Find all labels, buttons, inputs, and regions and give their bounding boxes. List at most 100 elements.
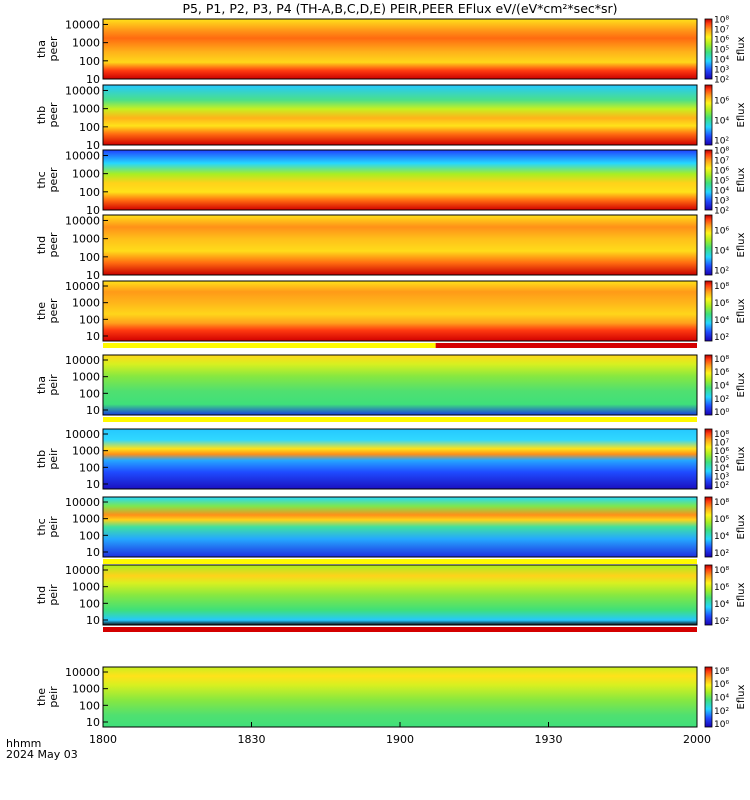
spectrogram-image bbox=[103, 85, 697, 145]
colorbar-tick-label: 10² bbox=[714, 549, 729, 559]
panel-frame bbox=[102, 149, 698, 211]
colorbar-tick-label: 10⁴ bbox=[714, 187, 729, 197]
colorbar-label: Eflux bbox=[736, 102, 747, 127]
x-tick-label: 1930 bbox=[535, 733, 563, 746]
colorbar-tick-label: 10⁵ bbox=[714, 46, 729, 56]
y-tick-label: 1000 bbox=[72, 168, 100, 181]
colorbar-tick-label: 10⁸ bbox=[714, 355, 729, 365]
species-label: peir bbox=[47, 448, 60, 470]
spectrogram-image bbox=[103, 565, 697, 625]
colorbar-label: Eflux bbox=[736, 446, 747, 471]
y-tick-label: 1000 bbox=[72, 683, 100, 696]
y-tick-label: 10 bbox=[86, 614, 100, 627]
y-tick-label: 100 bbox=[79, 313, 100, 326]
colorbar-tick-label: 10⁵ bbox=[714, 177, 729, 187]
panel-frame bbox=[102, 354, 698, 416]
probe-label: thd bbox=[35, 236, 48, 254]
colorbar bbox=[704, 496, 713, 558]
panel-the-peer: 10000 1000 100 10 the peer 10⁸ 10⁶ 10⁴ 10² Eflux bbox=[35, 280, 747, 348]
spectrogram-image bbox=[103, 215, 697, 275]
y-tick-label: 1000 bbox=[72, 513, 100, 526]
colorbar-tick-label: 10⁷ bbox=[714, 438, 729, 448]
y-tick-label: 1000 bbox=[72, 37, 100, 50]
y-tick-label: 10000 bbox=[65, 149, 100, 162]
spectrogram-image bbox=[103, 355, 697, 415]
y-tick-label: 10 bbox=[86, 546, 100, 559]
colorbar-tick-label: 10⁸ bbox=[714, 667, 729, 677]
probe-label: thc bbox=[35, 518, 48, 535]
colorbar-label: Eflux bbox=[736, 298, 747, 323]
panel-frame bbox=[102, 564, 698, 626]
panel-frame bbox=[102, 84, 698, 146]
y-tick-label: 100 bbox=[79, 597, 100, 610]
colorbar-tick-label: 10⁶ bbox=[714, 515, 729, 525]
y-tick-label: 10 bbox=[86, 716, 100, 729]
colorbar-tick-label: 10⁷ bbox=[714, 157, 729, 167]
y-tick-label: 100 bbox=[79, 387, 100, 400]
colorbar-tick-label: 10² bbox=[714, 617, 729, 627]
colorbar-tick-label: 10⁶ bbox=[714, 447, 729, 457]
colorbar bbox=[704, 84, 713, 146]
species-label: peer bbox=[47, 298, 60, 324]
probe-label: tha bbox=[35, 40, 48, 58]
species-label: peir bbox=[47, 686, 60, 708]
y-tick-label: 1000 bbox=[72, 371, 100, 384]
y-tick-label: 100 bbox=[79, 529, 100, 542]
x-tick-label: 1800 bbox=[89, 733, 117, 746]
colorbar-tick-label: 10⁶ bbox=[714, 36, 729, 46]
species-label: peir bbox=[47, 516, 60, 538]
colorbar-tick-label: 10³ bbox=[714, 66, 729, 76]
colorbar bbox=[704, 149, 713, 211]
panel-frame bbox=[102, 18, 698, 80]
colorbar bbox=[704, 280, 713, 342]
colorbar-tick-label: 10³ bbox=[714, 473, 729, 483]
x-tick-label: 1900 bbox=[386, 733, 414, 746]
y-tick-label: 100 bbox=[79, 121, 100, 134]
probe-label: thd bbox=[35, 586, 48, 604]
y-tick-label: 1000 bbox=[72, 581, 100, 594]
colorbar bbox=[704, 214, 713, 276]
colorbar-tick-label: 10⁸ bbox=[714, 282, 729, 292]
y-tick-label: 1000 bbox=[72, 297, 100, 310]
colorbar bbox=[704, 564, 713, 626]
mode-bar bbox=[103, 417, 697, 422]
panel-thc-peir: 10000 1000 100 10 thc peir 10⁸ 10⁶ 10⁴ 10² Eflux bbox=[35, 496, 747, 564]
species-label: peer bbox=[47, 36, 60, 62]
mode-bar bbox=[103, 559, 697, 564]
date-label: 2024 May 03 bbox=[6, 748, 78, 761]
y-tick-label: 10 bbox=[86, 330, 100, 343]
colorbar-tick-label: 10⁵ bbox=[714, 456, 729, 466]
colorbar-tick-label: 10⁴ bbox=[714, 117, 729, 127]
probe-label: thb bbox=[35, 106, 48, 124]
panel-thc-peer: 10000 1000 100 10 thc peer 10⁸10⁷10⁶10⁵10⁴10³1… bbox=[35, 147, 747, 218]
colorbar-label: Eflux bbox=[736, 36, 747, 61]
colorbar-tick-label: 10⁴ bbox=[714, 56, 729, 66]
y-tick-label: 10 bbox=[86, 478, 100, 491]
panel-thb-peir: 10000 1000 100 10 thb peir 10⁸10⁷10⁶10⁵10⁴10³1… bbox=[35, 428, 747, 491]
spectrogram-image bbox=[103, 19, 697, 79]
mode-bar bbox=[435, 343, 697, 348]
colorbar bbox=[704, 18, 713, 80]
panel-frame bbox=[102, 214, 698, 276]
colorbar-label: Eflux bbox=[736, 514, 747, 539]
colorbar-tick-label: 10⁴ bbox=[714, 382, 729, 392]
probe-label: the bbox=[35, 302, 48, 320]
colorbar-tick-label: 10⁶ bbox=[714, 97, 729, 107]
colorbar bbox=[704, 428, 713, 490]
panel-tha-peir: 10000 1000 100 10 tha peir 10⁸ 10⁶ 10⁴ 10² 10⁰ Eflu… bbox=[35, 354, 747, 422]
y-tick-label: 100 bbox=[79, 186, 100, 199]
panel-frame bbox=[102, 280, 698, 342]
colorbar-label: Eflux bbox=[736, 232, 747, 257]
colorbar-tick-label: 10⁸ bbox=[714, 430, 729, 440]
colorbar-tick-label: 10⁶ bbox=[714, 583, 729, 593]
colorbar-tick-label: 10² bbox=[714, 395, 729, 405]
probe-label: thb bbox=[35, 450, 48, 468]
panel-frame bbox=[102, 428, 698, 490]
colorbar-tick-label: 10⁴ bbox=[714, 694, 729, 704]
colorbar-tick-label: 10⁴ bbox=[714, 316, 729, 326]
spectrogram-image bbox=[103, 429, 697, 489]
species-label: peer bbox=[47, 167, 60, 193]
y-tick-label: 10 bbox=[86, 204, 100, 217]
spectrogram-image bbox=[103, 150, 697, 210]
y-tick-label: 1000 bbox=[72, 103, 100, 116]
